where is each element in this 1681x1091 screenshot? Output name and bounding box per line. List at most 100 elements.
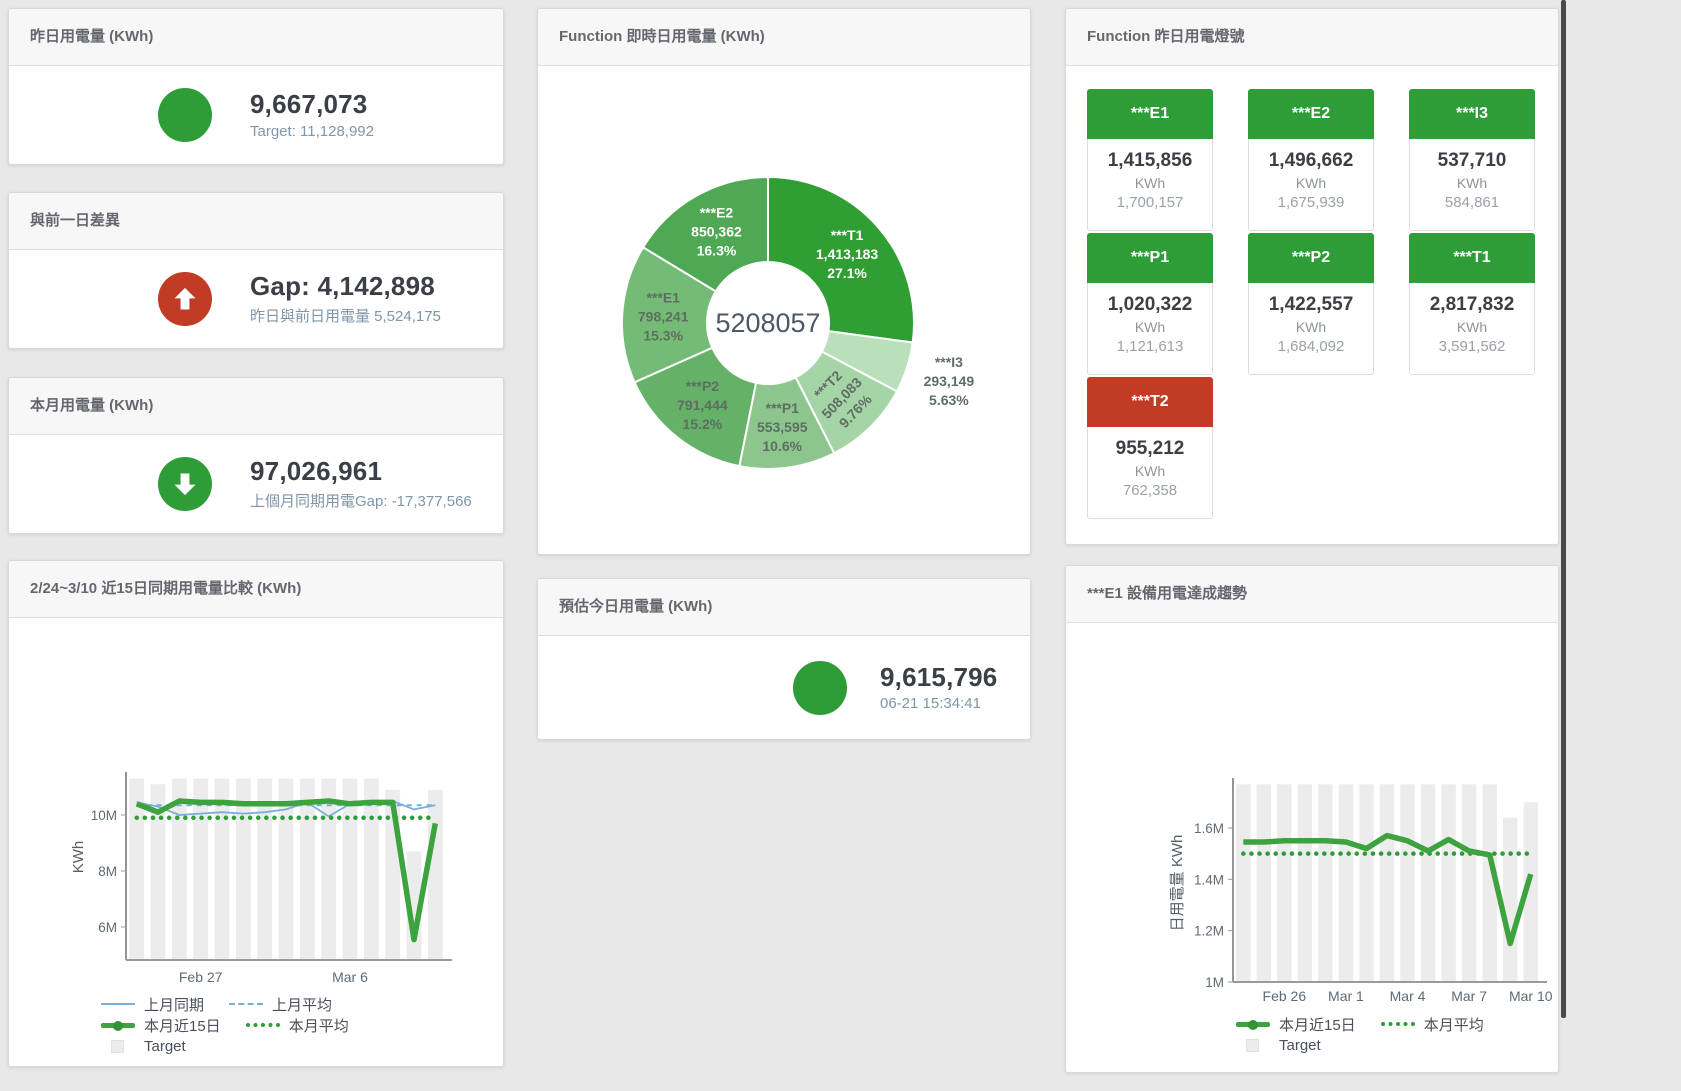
panel-title-text: ***E1 設備用電達成趨勢: [1087, 585, 1248, 602]
stat-subtitle: 上個月同期用電Gap: -17,377,566: [250, 492, 472, 510]
tile-target: 1,675,939: [1277, 194, 1345, 211]
panel-body: 9,615,796 06-21 15:34:41: [538, 636, 1030, 739]
legend-label: 本月近15日: [1279, 1017, 1356, 1034]
light-tile-T2[interactable]: ***T2 955,212 KWh 762,358: [1087, 377, 1213, 519]
panel-lights: Function 昨日用電燈號 ***E1 1,415,856 KWh 1,70…: [1065, 8, 1559, 545]
stat-value: 97,026,961: [250, 456, 383, 487]
panel-title-compare[interactable]: 2/24~3/10 近15日同期用電量比較 (KWh): [9, 561, 503, 618]
panel-title-text: Function 昨日用電燈號: [1087, 28, 1245, 45]
tile-value: 1,496,662: [1268, 150, 1354, 171]
legend-label: 本月平均: [1423, 1017, 1484, 1034]
panel-body: 97,026,961 上個月同期用電Gap: -17,377,566: [9, 435, 503, 533]
donut-label-T1: ***T1 1,413,183 27.1%: [816, 227, 878, 281]
legend-item-gray-square[interactable]: Target: [1236, 1037, 1321, 1054]
tile-unit: KWh: [1295, 175, 1327, 191]
tile-value: 1,415,856: [1107, 150, 1193, 171]
legend-item-green-thick[interactable]: 本月近15日: [101, 1015, 221, 1036]
light-tile-E2[interactable]: ***E2 1,496,662 KWh 1,675,939: [1248, 89, 1374, 231]
realtime-donut-chart[interactable]: ***T1 1,413,183 27.1%***I3 293,149 5.63%***T…: [538, 65, 1030, 554]
tile-value: 2,817,832: [1429, 294, 1515, 315]
x-tick-label: Feb 27: [179, 969, 223, 985]
legend-item-blue-dash[interactable]: 上月平均: [229, 994, 332, 1015]
scrollbar[interactable]: [1561, 0, 1566, 1018]
green-dot-swatch-icon: [245, 1019, 280, 1032]
donut-label-I3: ***I3 293,149 5.63%: [924, 354, 975, 408]
panel-title-text: 預估今日用電量 (KWh): [559, 598, 713, 615]
panel-yesterday-usage: 昨日用電量 (KWh) 9,667,073 Target: 11,128,992: [8, 8, 504, 165]
e1-trend-chart[interactable]: 1M 1.2M 1.4M 1.6M Feb 26 Mar 1 Mar 4 Mar 7 Mar 1…: [1066, 622, 1558, 1014]
tile-unit: KWh: [1134, 175, 1166, 191]
light-tile-P1[interactable]: ***P1 1,020,322 KWh 1,121,613: [1087, 233, 1213, 375]
light-tile-E1[interactable]: ***E1 1,415,856 KWh 1,700,157: [1087, 89, 1213, 231]
tile-target: 3,591,562: [1438, 338, 1506, 355]
panel-title-month[interactable]: 本月用電量 (KWh): [9, 378, 503, 435]
panel-body: 9,667,073 Target: 11,128,992: [9, 66, 503, 164]
tile-name: ***E1: [1087, 89, 1213, 139]
panel-title-donut[interactable]: Function 即時日用電量 (KWh): [538, 9, 1030, 66]
tile-target: 1,684,092: [1277, 338, 1345, 355]
light-tile-I3[interactable]: ***I3 537,710 KWh 584,861: [1409, 89, 1535, 231]
arrow-down-icon: [158, 457, 212, 511]
legend-item-green-dot[interactable]: 本月平均: [245, 1015, 349, 1036]
status-circle-green-icon: [158, 88, 212, 142]
series-line: [1243, 832, 1534, 947]
donut-slice-E2[interactable]: [641, 175, 769, 293]
panel-body: Gap: 4,142,898 昨日與前日用電量 5,524,175: [9, 250, 503, 348]
legend-item-gray-square[interactable]: Target: [101, 1038, 186, 1055]
status-circle-green-icon: [793, 660, 847, 715]
legend-label: 上月同期: [144, 997, 205, 1014]
x-tick-label: Mar 4: [1390, 988, 1426, 1004]
panel-title-text: Function 即時日用電量 (KWh): [559, 28, 765, 45]
legend-item-green-dot[interactable]: 本月平均: [1380, 1014, 1484, 1035]
y-tick-label: 1.2M: [1194, 924, 1224, 939]
stat-value: Gap: 4,142,898: [250, 271, 435, 302]
y-tick-label: 8M: [98, 864, 117, 879]
tile-unit: KWh: [1134, 463, 1166, 479]
donut-slice-T1[interactable]: [767, 175, 915, 344]
panel-title-lights[interactable]: Function 昨日用電燈號: [1066, 9, 1558, 66]
legend-label: 上月平均: [272, 997, 333, 1014]
stat-subtitle: 昨日與前日用電量 5,524,175: [250, 307, 441, 325]
y-axis-label: 日用電量 KWh: [1169, 835, 1186, 932]
legend-label: Target: [1279, 1037, 1321, 1054]
tile-value: 1,020,322: [1107, 294, 1193, 315]
tile-target: 1,121,613: [1116, 338, 1184, 355]
tile-target: 584,861: [1444, 194, 1500, 211]
tile-name: ***I3: [1409, 89, 1535, 139]
tile-unit: KWh: [1456, 319, 1488, 335]
y-tick-label: 6M: [98, 920, 117, 935]
x-tick-label: Mar 7: [1451, 988, 1487, 1004]
tile-name: ***P1: [1087, 233, 1213, 283]
light-tile-P2[interactable]: ***P2 1,422,557 KWh 1,684,092: [1248, 233, 1374, 375]
gray-square-swatch-icon: [1236, 1039, 1270, 1052]
blue-dash-swatch-icon: [229, 998, 264, 1011]
light-tile-T1[interactable]: ***T1 2,817,832 KWh 3,591,562: [1409, 233, 1535, 375]
y-tick-label: 1.6M: [1194, 821, 1224, 836]
stat-timestamp: 06-21 15:34:41: [880, 695, 981, 713]
legend-item-blue-line[interactable]: 上月同期: [101, 994, 204, 1015]
tile-unit: KWh: [1295, 319, 1327, 335]
panel-title-yesterday[interactable]: 昨日用電量 (KWh): [9, 9, 503, 66]
panel-title-day-gap[interactable]: 與前一日差異: [9, 193, 503, 250]
donut-slice-P2[interactable]: [633, 346, 758, 468]
panel-e1-trend: ***E1 設備用電達成趨勢 1M 1.2M 1.4M 1.6M Feb 26 Mar 1…: [1065, 565, 1559, 1073]
tile-value: 1,422,557: [1268, 294, 1354, 315]
panel-compare-chart: 2/24~3/10 近15日同期用電量比較 (KWh) 6M 8M 10M Feb 2…: [8, 560, 504, 1067]
compare-line-chart[interactable]: 6M 8M 10M Feb 27 Mar 6 KWh: [9, 617, 503, 994]
x-tick-label: Mar 1: [1328, 988, 1364, 1004]
panel-title-estimate[interactable]: 預估今日用電量 (KWh): [538, 579, 1030, 636]
panel-month-usage: 本月用電量 (KWh) 97,026,961 上個月同期用電Gap: -17,3…: [8, 377, 504, 534]
tile-name: ***T1: [1409, 233, 1535, 283]
tile-unit: KWh: [1456, 175, 1488, 191]
gray-square-swatch-icon: [101, 1040, 135, 1053]
tile-name: ***P2: [1248, 233, 1374, 283]
tile-target: 762,358: [1122, 482, 1178, 499]
tile-target: 1,700,157: [1116, 194, 1184, 211]
x-tick-label: Mar 10: [1509, 988, 1553, 1004]
series-line: [135, 798, 439, 943]
y-axis-label: KWh: [70, 841, 87, 874]
donut-label-E2: ***E2 850,362 16.3%: [691, 205, 742, 259]
compare-legend: 上月同期 上月平均本月近15日 本月平均 Target: [101, 994, 374, 1057]
panel-title-trend[interactable]: ***E1 設備用電達成趨勢: [1066, 566, 1558, 623]
legend-item-green-thick[interactable]: 本月近15日: [1236, 1014, 1356, 1035]
